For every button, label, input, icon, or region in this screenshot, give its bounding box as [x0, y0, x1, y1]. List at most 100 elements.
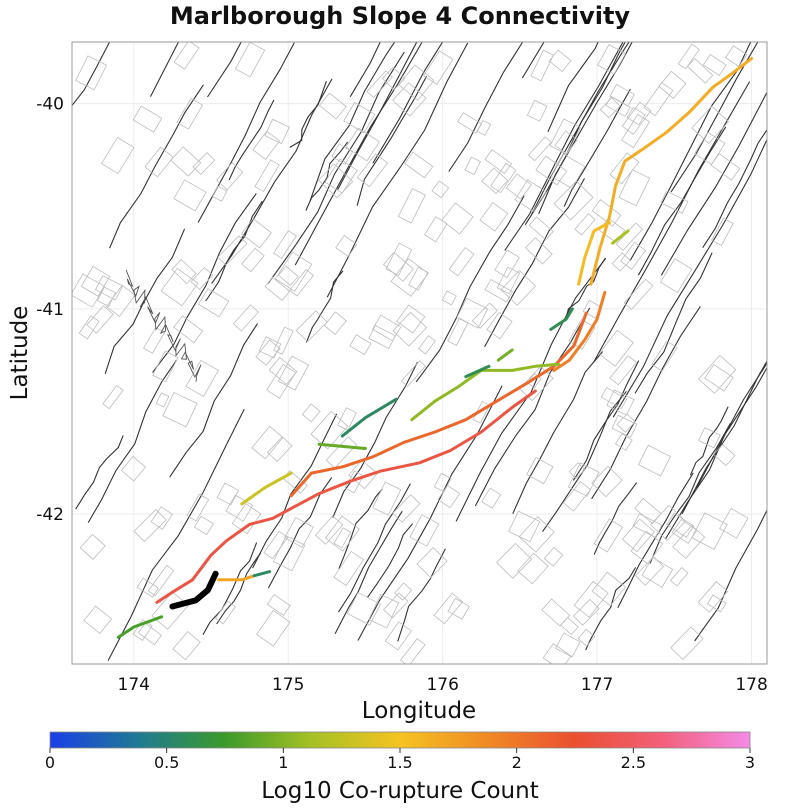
rupture-patch [704, 364, 734, 392]
rupture-patch [548, 49, 572, 73]
rupture-patch [277, 265, 299, 287]
rupture-patch [385, 242, 413, 276]
colorbar-tick-label: 3 [745, 753, 755, 772]
rupture-patch [333, 550, 365, 587]
rupture-patch [490, 162, 517, 194]
rupture-patch [591, 465, 623, 498]
rupture-patch [611, 252, 631, 272]
rupture-patch [323, 311, 347, 335]
rupture-patch [80, 265, 111, 297]
fault-trace [169, 323, 259, 478]
rupture-patch [702, 53, 727, 77]
rupture-patch [325, 436, 358, 469]
background-faults [72, 42, 767, 664]
rupture-patch [331, 143, 354, 165]
rupture-patch [481, 167, 509, 195]
fault-trace [109, 84, 204, 249]
rupture-patch [606, 389, 635, 416]
rupture-patch [505, 173, 532, 200]
rupture-patch [394, 582, 413, 601]
rupture-patch [598, 329, 634, 367]
rupture-patch [346, 592, 382, 626]
rupture-patch [424, 216, 448, 243]
rupture-patch [719, 507, 749, 539]
rupture-patch [398, 64, 435, 101]
fault-trace [512, 351, 604, 514]
rupture-patch [651, 340, 678, 372]
rupture-patch [496, 542, 533, 579]
rupture-patch [173, 315, 204, 344]
rupture-patch [433, 592, 464, 625]
rupture-patch [517, 552, 549, 585]
rupture-patch [324, 515, 360, 552]
rupture-patch [83, 605, 113, 634]
x-axis: 174 175 176 177 178 [118, 675, 768, 695]
rupture-patch [711, 217, 734, 247]
rupture-patch [105, 284, 136, 317]
rupture-patch [173, 179, 207, 212]
rupture-patch [254, 159, 280, 193]
y-tick-label: -41 [36, 300, 64, 320]
fault-trace [593, 81, 751, 363]
fault-trace [150, 42, 180, 97]
fault-trace [637, 126, 727, 276]
rupture-patch [256, 609, 291, 647]
rupture-patch [553, 180, 594, 221]
rupture-patch [409, 514, 440, 547]
fault-trace [397, 548, 446, 642]
co-rupture-segment-1 [289, 311, 588, 498]
rupture-patch [102, 384, 124, 410]
co-rupture-segment-9 [464, 364, 491, 379]
co-rupture-segment-0 [155, 389, 537, 604]
rupture-patch [252, 130, 281, 160]
co-rupture-segment-3 [589, 56, 754, 286]
rupture-patch [643, 82, 674, 117]
rupture-patch [658, 70, 687, 99]
rupture-patch [277, 355, 310, 391]
rupture-patch [567, 462, 600, 497]
fault-trace [415, 195, 525, 383]
fault-trace [564, 257, 606, 321]
rupture-patch [518, 516, 555, 553]
rupture-patch [186, 493, 210, 522]
rupture-patch [542, 643, 572, 664]
rupture-patch [456, 297, 489, 329]
rupture-patch [724, 45, 748, 68]
rupture-patch [144, 146, 174, 178]
rupture-patch [264, 276, 291, 301]
rupture-patch [314, 515, 344, 545]
rupture-patch [691, 512, 728, 550]
co-rupture-segment-2 [552, 290, 607, 372]
co-rupture-segment-13 [217, 574, 256, 582]
colorbar-tick-label: 2 [512, 753, 522, 772]
rupture-patch [284, 516, 314, 548]
fault-trace [372, 42, 444, 164]
fault-trace [202, 542, 258, 635]
rupture-patch [677, 43, 700, 70]
rupture-patch [616, 413, 636, 433]
rupture-patch [686, 58, 714, 84]
rupture-patch [568, 462, 586, 480]
rupture-patch [464, 156, 481, 176]
fault-trace [338, 483, 411, 613]
rupture-patch [392, 82, 427, 117]
rupture-patch [94, 275, 124, 301]
rupture-patch [671, 518, 698, 544]
rupture-patch [423, 50, 454, 85]
y-axis-title: Latitude [7, 306, 33, 401]
rupture-patch [143, 326, 166, 354]
rupture-patch [634, 497, 662, 525]
fault-trace [538, 42, 633, 215]
rupture-patch [572, 598, 600, 626]
rupture-patch [447, 597, 470, 620]
fault-trace [356, 75, 428, 206]
chart-title: Marlborough Slope 4 Connectivity [169, 2, 631, 30]
colored-ruptures [116, 56, 754, 639]
y-axis: -40 -41 -42 [36, 95, 64, 526]
rupture-patch [152, 350, 179, 383]
rupture-patch [620, 241, 647, 270]
rupture-patch [216, 162, 244, 191]
co-rupture-segment-11 [317, 442, 367, 450]
rupture-patch [484, 278, 513, 303]
